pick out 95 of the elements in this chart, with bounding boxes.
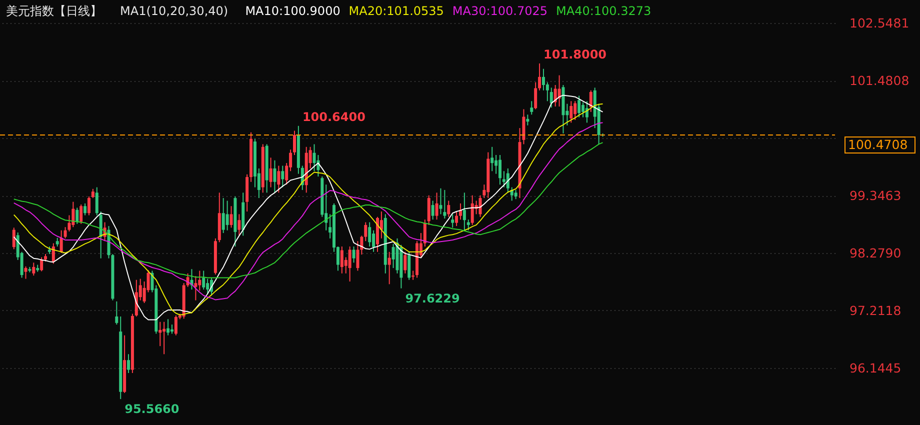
candlestick bbox=[170, 324, 174, 334]
annotation: 97.6229 bbox=[405, 291, 460, 306]
candlestick bbox=[431, 200, 434, 220]
candlestick bbox=[95, 186, 98, 216]
candlestick bbox=[514, 189, 518, 200]
candlestick bbox=[466, 219, 470, 231]
candlestick bbox=[84, 202, 87, 216]
text: MA20:101.0535 bbox=[348, 4, 444, 18]
candlestick bbox=[273, 160, 276, 194]
candlestick bbox=[478, 194, 482, 218]
candlestick bbox=[72, 201, 75, 228]
candlestick bbox=[186, 272, 190, 288]
candlestick bbox=[498, 154, 502, 186]
candlestick bbox=[99, 211, 102, 259]
candlestick bbox=[502, 170, 506, 188]
candlestick bbox=[589, 90, 592, 112]
candlestick bbox=[174, 314, 178, 336]
candlestick bbox=[550, 87, 553, 108]
chart-subtitle: MA1(10,20,30,40) bbox=[120, 4, 228, 18]
ref-line-label: 100.4708 bbox=[848, 137, 908, 152]
candlestick bbox=[368, 222, 372, 247]
candlestick bbox=[40, 256, 44, 272]
candlestick bbox=[364, 222, 368, 242]
candlestick bbox=[352, 246, 356, 264]
candlestick bbox=[427, 194, 430, 226]
candlestick bbox=[52, 242, 55, 264]
text: MA10:100.9000 bbox=[245, 4, 340, 18]
candlestick bbox=[404, 251, 407, 274]
y-tick-label: 98.2790 bbox=[850, 246, 902, 261]
candlestick bbox=[162, 321, 166, 355]
candlestick bbox=[439, 188, 442, 215]
candlestick bbox=[340, 246, 344, 274]
candlestick bbox=[423, 219, 426, 247]
y-tick-label: 96.1445 bbox=[850, 360, 902, 376]
candlestick bbox=[490, 146, 494, 172]
candlestick bbox=[158, 321, 162, 347]
candlestick bbox=[388, 251, 391, 285]
candlestick bbox=[443, 189, 446, 219]
annotation: 95.5660 bbox=[124, 402, 180, 416]
candlestick bbox=[447, 200, 450, 218]
candlestick bbox=[269, 157, 272, 188]
candlestick bbox=[581, 102, 584, 118]
text: MA40:100.3273 bbox=[556, 4, 652, 18]
candlestick bbox=[198, 270, 202, 292]
candlestick bbox=[194, 276, 198, 301]
candlestick bbox=[542, 68, 545, 91]
candlestick bbox=[570, 100, 573, 124]
candlestick bbox=[222, 198, 225, 234]
candlestick bbox=[281, 165, 284, 188]
candlestick bbox=[526, 114, 530, 126]
candlestick bbox=[455, 211, 458, 227]
candlestick bbox=[24, 266, 28, 280]
candlestick bbox=[206, 278, 210, 294]
candlestick bbox=[392, 243, 395, 269]
candlestick bbox=[238, 214, 241, 236]
candlestick bbox=[277, 165, 280, 194]
y-tick-label: 101.4808 bbox=[850, 73, 910, 88]
candlestick bbox=[115, 300, 118, 326]
candlestick bbox=[470, 194, 474, 226]
candlestick bbox=[202, 270, 206, 290]
candlestick bbox=[60, 230, 63, 254]
candlestick bbox=[12, 227, 16, 250]
candlestick bbox=[412, 270, 415, 280]
candlestick bbox=[32, 262, 36, 276]
annotation: 100.6400 bbox=[302, 110, 366, 124]
candlestick bbox=[292, 130, 296, 156]
candlestick bbox=[230, 206, 233, 228]
candlestick bbox=[348, 246, 352, 282]
candlestick bbox=[91, 188, 94, 199]
candlestick bbox=[80, 204, 83, 224]
candlestick bbox=[494, 154, 498, 174]
candlestick bbox=[356, 240, 360, 272]
candlestick bbox=[451, 214, 454, 228]
candlestick bbox=[506, 168, 510, 194]
y-tick-label: 99.3463 bbox=[850, 188, 902, 204]
y-tick-label: 97.2118 bbox=[850, 302, 902, 318]
text: MA30:100.7025 bbox=[452, 4, 548, 18]
candlestick bbox=[534, 82, 538, 110]
candlestick bbox=[127, 354, 130, 374]
candlestick bbox=[166, 318, 170, 336]
candlestick bbox=[585, 100, 588, 124]
candlestick bbox=[435, 192, 438, 220]
candlestick bbox=[408, 251, 411, 280]
candlestick bbox=[538, 62, 542, 91]
annotation: 101.8000 bbox=[544, 47, 607, 62]
candlestick bbox=[76, 207, 79, 224]
candlestick bbox=[574, 100, 577, 120]
candlestick bbox=[372, 230, 376, 252]
candlestick bbox=[578, 95, 581, 118]
y-tick-label: 102.5481 bbox=[850, 16, 910, 31]
candlestick bbox=[226, 200, 229, 231]
candlestick bbox=[462, 192, 466, 231]
chart-title: 美元指数【日线】 bbox=[6, 4, 102, 18]
candlestick bbox=[530, 100, 534, 116]
candlestick bbox=[87, 196, 90, 216]
